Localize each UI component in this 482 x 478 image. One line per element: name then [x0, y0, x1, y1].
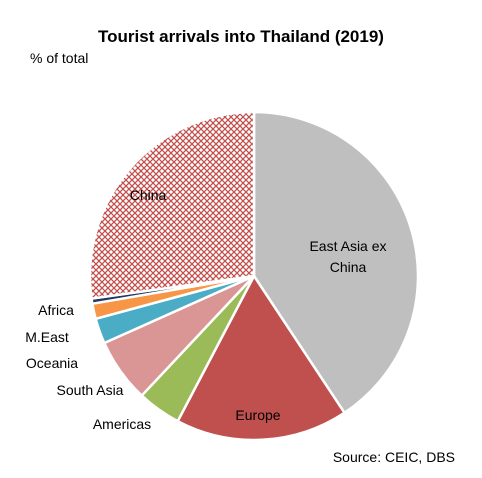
slice-label: East Asia ex China	[309, 238, 387, 275]
slice-label: M.East	[25, 329, 69, 345]
slice-label: South Asia	[56, 382, 124, 398]
subtitle: % of total	[30, 50, 89, 66]
slice-label: Africa	[38, 302, 74, 318]
chart-title: Tourist arrivals into Thailand (2019)	[98, 27, 384, 46]
slice-label: China	[129, 187, 167, 203]
pie-slice	[176, 273, 347, 442]
slice-label: Oceania	[25, 355, 79, 371]
pie-slice	[88, 110, 256, 301]
slice-label: Americas	[92, 416, 152, 432]
slice-label: Europe	[235, 407, 281, 423]
source: Source: CEIC, DBS	[332, 449, 455, 465]
